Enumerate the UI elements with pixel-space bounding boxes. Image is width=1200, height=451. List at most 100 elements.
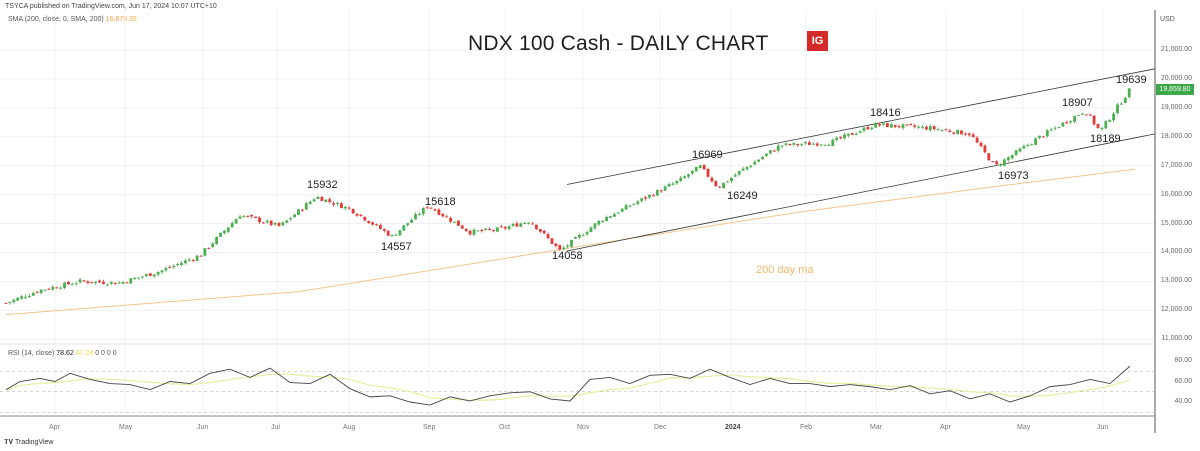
candle-body	[1042, 136, 1045, 138]
price-tick-label: 18,000.00	[1160, 132, 1192, 140]
time-tick-label: Oct	[499, 424, 510, 431]
candle-body	[67, 281, 70, 285]
candle-body	[273, 222, 277, 225]
candle-body	[1003, 159, 1006, 166]
sma-legend[interactable]: SMA (200, close, 0, SMA, 200) 16,875.32	[8, 16, 137, 23]
price-tick-label: 13,000.00	[1160, 277, 1192, 285]
candle-body	[628, 205, 632, 207]
candle-body	[203, 248, 207, 256]
candle-body	[297, 209, 300, 215]
rsi-ma-line	[5, 373, 1131, 401]
candle-body	[421, 207, 425, 215]
candle-body	[655, 189, 659, 196]
price-tick-label: 20,000.00	[1160, 74, 1192, 82]
candle-body	[156, 272, 160, 275]
candle-body	[952, 132, 956, 134]
candle-body	[340, 203, 343, 209]
candle-body	[507, 226, 511, 229]
price-annotation: 18189	[1090, 133, 1121, 145]
candle-body	[858, 131, 862, 133]
candle-body	[659, 190, 663, 192]
price-annotation: 15932	[307, 179, 338, 191]
candle-body	[281, 222, 285, 226]
candle-body	[74, 283, 78, 285]
candle-body	[733, 174, 737, 177]
candle-body	[558, 245, 562, 250]
time-tick-label: Jul	[271, 424, 280, 431]
time-tick-label: May	[119, 424, 133, 431]
ig-logo: IG	[807, 31, 828, 51]
candle-body	[379, 225, 382, 229]
candle-body	[1096, 123, 1100, 129]
candle-body	[414, 214, 417, 220]
candle-body	[425, 207, 429, 209]
candle-body	[484, 228, 488, 231]
candle-body	[874, 122, 878, 128]
candle-body	[815, 143, 819, 146]
time-tick-label: Apr	[49, 424, 60, 431]
candle-body	[535, 224, 538, 230]
candle-body	[332, 203, 335, 205]
candle-body	[671, 183, 675, 185]
price-annotation: 16249	[727, 190, 758, 202]
candle-body	[1034, 138, 1037, 145]
rsi-legend[interactable]: RSI (14, close) 78.62 67.24 0 0 0 0	[8, 350, 117, 357]
price-tick-label: 14,000.00	[1160, 248, 1192, 256]
candle-body	[574, 236, 577, 239]
price-annotation: 18416	[870, 107, 901, 119]
candle-body	[800, 144, 803, 146]
candle-body	[1061, 122, 1065, 127]
candle-body	[932, 126, 936, 130]
time-tick-label: Mar	[870, 424, 883, 431]
candle-body	[238, 216, 242, 219]
candle-body	[1006, 157, 1010, 161]
candle-body	[39, 289, 43, 294]
candle-body	[160, 270, 164, 273]
price-annotation: 18907	[1062, 97, 1093, 109]
candle-body	[133, 277, 137, 280]
candle-body	[390, 234, 394, 236]
candle-body	[285, 220, 289, 223]
candle-body	[531, 223, 534, 225]
candle-body	[355, 213, 359, 216]
candle-body	[226, 227, 230, 232]
candle-body	[1077, 115, 1080, 117]
candle-body	[839, 136, 842, 139]
price-tick-label: 12,000.00	[1160, 306, 1192, 314]
candle-body	[792, 142, 796, 145]
candle-body	[172, 265, 176, 268]
candle-body	[570, 239, 573, 247]
price-annotation: 14058	[552, 250, 583, 262]
candle-body	[597, 220, 601, 225]
candle-body	[886, 123, 889, 128]
candle-body	[741, 168, 745, 171]
candle-body	[975, 137, 979, 143]
candle-body	[375, 224, 378, 226]
tradingview-logo[interactable]: 𝐓𝐕 TradingView	[4, 439, 54, 446]
candle-body	[1045, 130, 1049, 137]
candle-body	[991, 161, 995, 163]
candle-body	[1049, 129, 1053, 131]
candle-body	[726, 181, 729, 183]
channel-upper-line	[566, 68, 1156, 185]
candle-body	[168, 267, 172, 269]
time-tick-label: Aug	[343, 424, 356, 431]
rsi-legend-value: 78.62	[56, 350, 74, 357]
candle-body	[827, 144, 831, 146]
candle-body	[640, 198, 644, 202]
candle-body	[24, 297, 27, 299]
candle-body	[328, 199, 332, 202]
time-tick-label: Sep	[423, 424, 436, 431]
candle-body	[788, 143, 792, 146]
candle-body	[199, 255, 203, 257]
candle-body	[1073, 116, 1076, 122]
tradingview-icon: 𝐓𝐕	[4, 439, 15, 446]
candle-body	[258, 217, 261, 223]
price-annotation: 15618	[425, 196, 456, 208]
candle-body	[694, 166, 698, 172]
candle-body	[730, 177, 733, 182]
candle-body	[593, 223, 597, 229]
candle-body	[109, 281, 113, 284]
candle-body	[117, 282, 121, 284]
